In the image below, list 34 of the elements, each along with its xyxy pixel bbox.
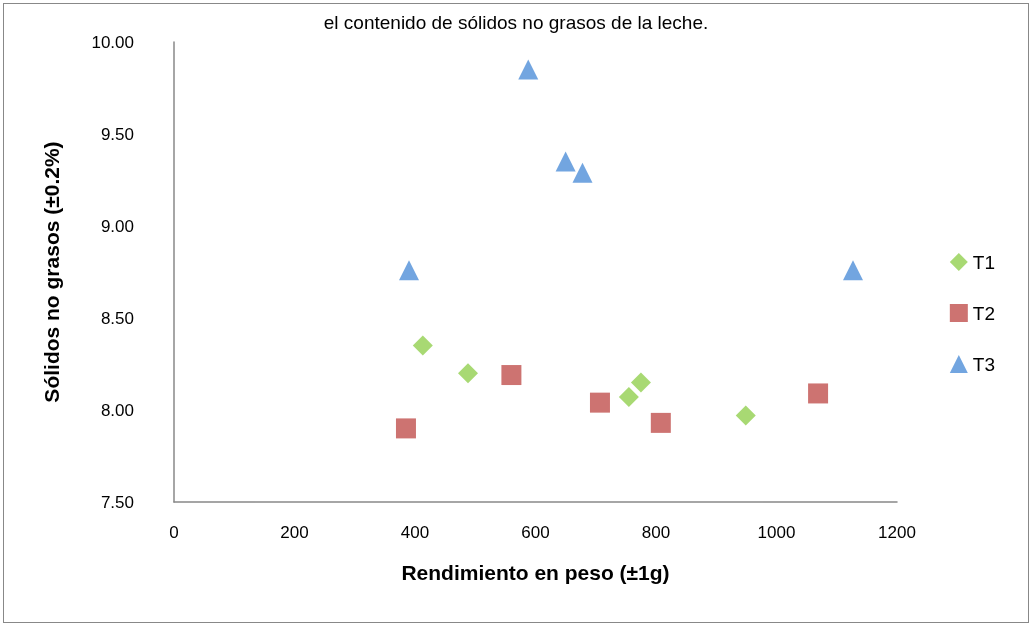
y-tick-label: 8.00 <box>100 400 134 420</box>
legend-label: T2 <box>972 302 996 324</box>
x-tick-label: 200 <box>280 523 309 542</box>
point <box>398 260 419 281</box>
y-tick-label: 7.50 <box>100 492 134 512</box>
point <box>572 162 593 183</box>
point <box>555 151 576 172</box>
x-axis-title: Rendimiento en peso (±1g) <box>401 561 670 584</box>
point <box>630 372 651 393</box>
point <box>650 412 671 433</box>
x-tick-label: 1200 <box>878 523 916 542</box>
point <box>618 387 639 408</box>
point <box>518 59 539 80</box>
point <box>412 335 433 356</box>
x-tick-label: 0 <box>169 523 179 542</box>
chart-title: el contenido de sólidos no grasos de la leche. <box>323 12 709 33</box>
y-tick-label: 10.00 <box>91 32 134 52</box>
x-tick-label: 1000 <box>757 523 796 542</box>
y-tick-label: 8.50 <box>100 308 134 328</box>
y-axis-title: Sólidos no grasos (±0.2%) <box>40 141 63 403</box>
y-tick-label: 9.00 <box>100 216 134 236</box>
point <box>501 365 522 386</box>
x-tick-label: 600 <box>521 523 550 542</box>
x-tick-label: 800 <box>641 523 671 542</box>
x-tick-label: 400 <box>400 523 430 542</box>
point <box>589 392 610 413</box>
legend-label: T1 <box>972 251 996 273</box>
point <box>458 363 479 384</box>
legend-label: T3 <box>972 353 996 375</box>
point <box>735 405 756 426</box>
point <box>808 383 829 404</box>
point <box>843 260 864 281</box>
point <box>395 418 416 439</box>
y-tick-label: 9.50 <box>100 124 134 144</box>
